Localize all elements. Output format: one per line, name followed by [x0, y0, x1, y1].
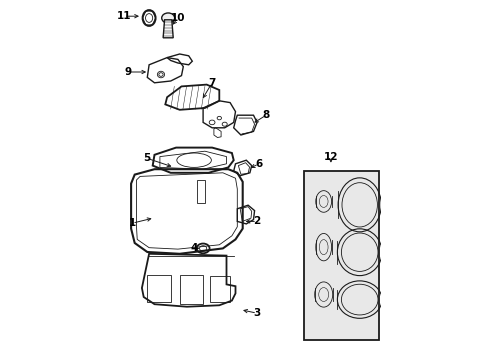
Bar: [196, 180, 204, 203]
Text: 12: 12: [323, 152, 338, 162]
Text: 7: 7: [208, 78, 215, 88]
Text: 9: 9: [124, 67, 131, 77]
Text: 4: 4: [190, 243, 197, 253]
Ellipse shape: [162, 13, 174, 23]
Text: 8: 8: [262, 110, 269, 120]
Bar: [303, 171, 379, 340]
Text: 1: 1: [128, 218, 136, 228]
Text: 3: 3: [253, 308, 260, 318]
Text: 2: 2: [253, 216, 260, 226]
Text: 10: 10: [170, 13, 185, 23]
Bar: [179, 275, 203, 304]
Text: 6: 6: [255, 159, 262, 169]
Bar: [147, 275, 170, 302]
Polygon shape: [163, 20, 173, 38]
Text: 11: 11: [117, 11, 131, 21]
Bar: [210, 276, 230, 302]
Text: 5: 5: [143, 153, 151, 163]
